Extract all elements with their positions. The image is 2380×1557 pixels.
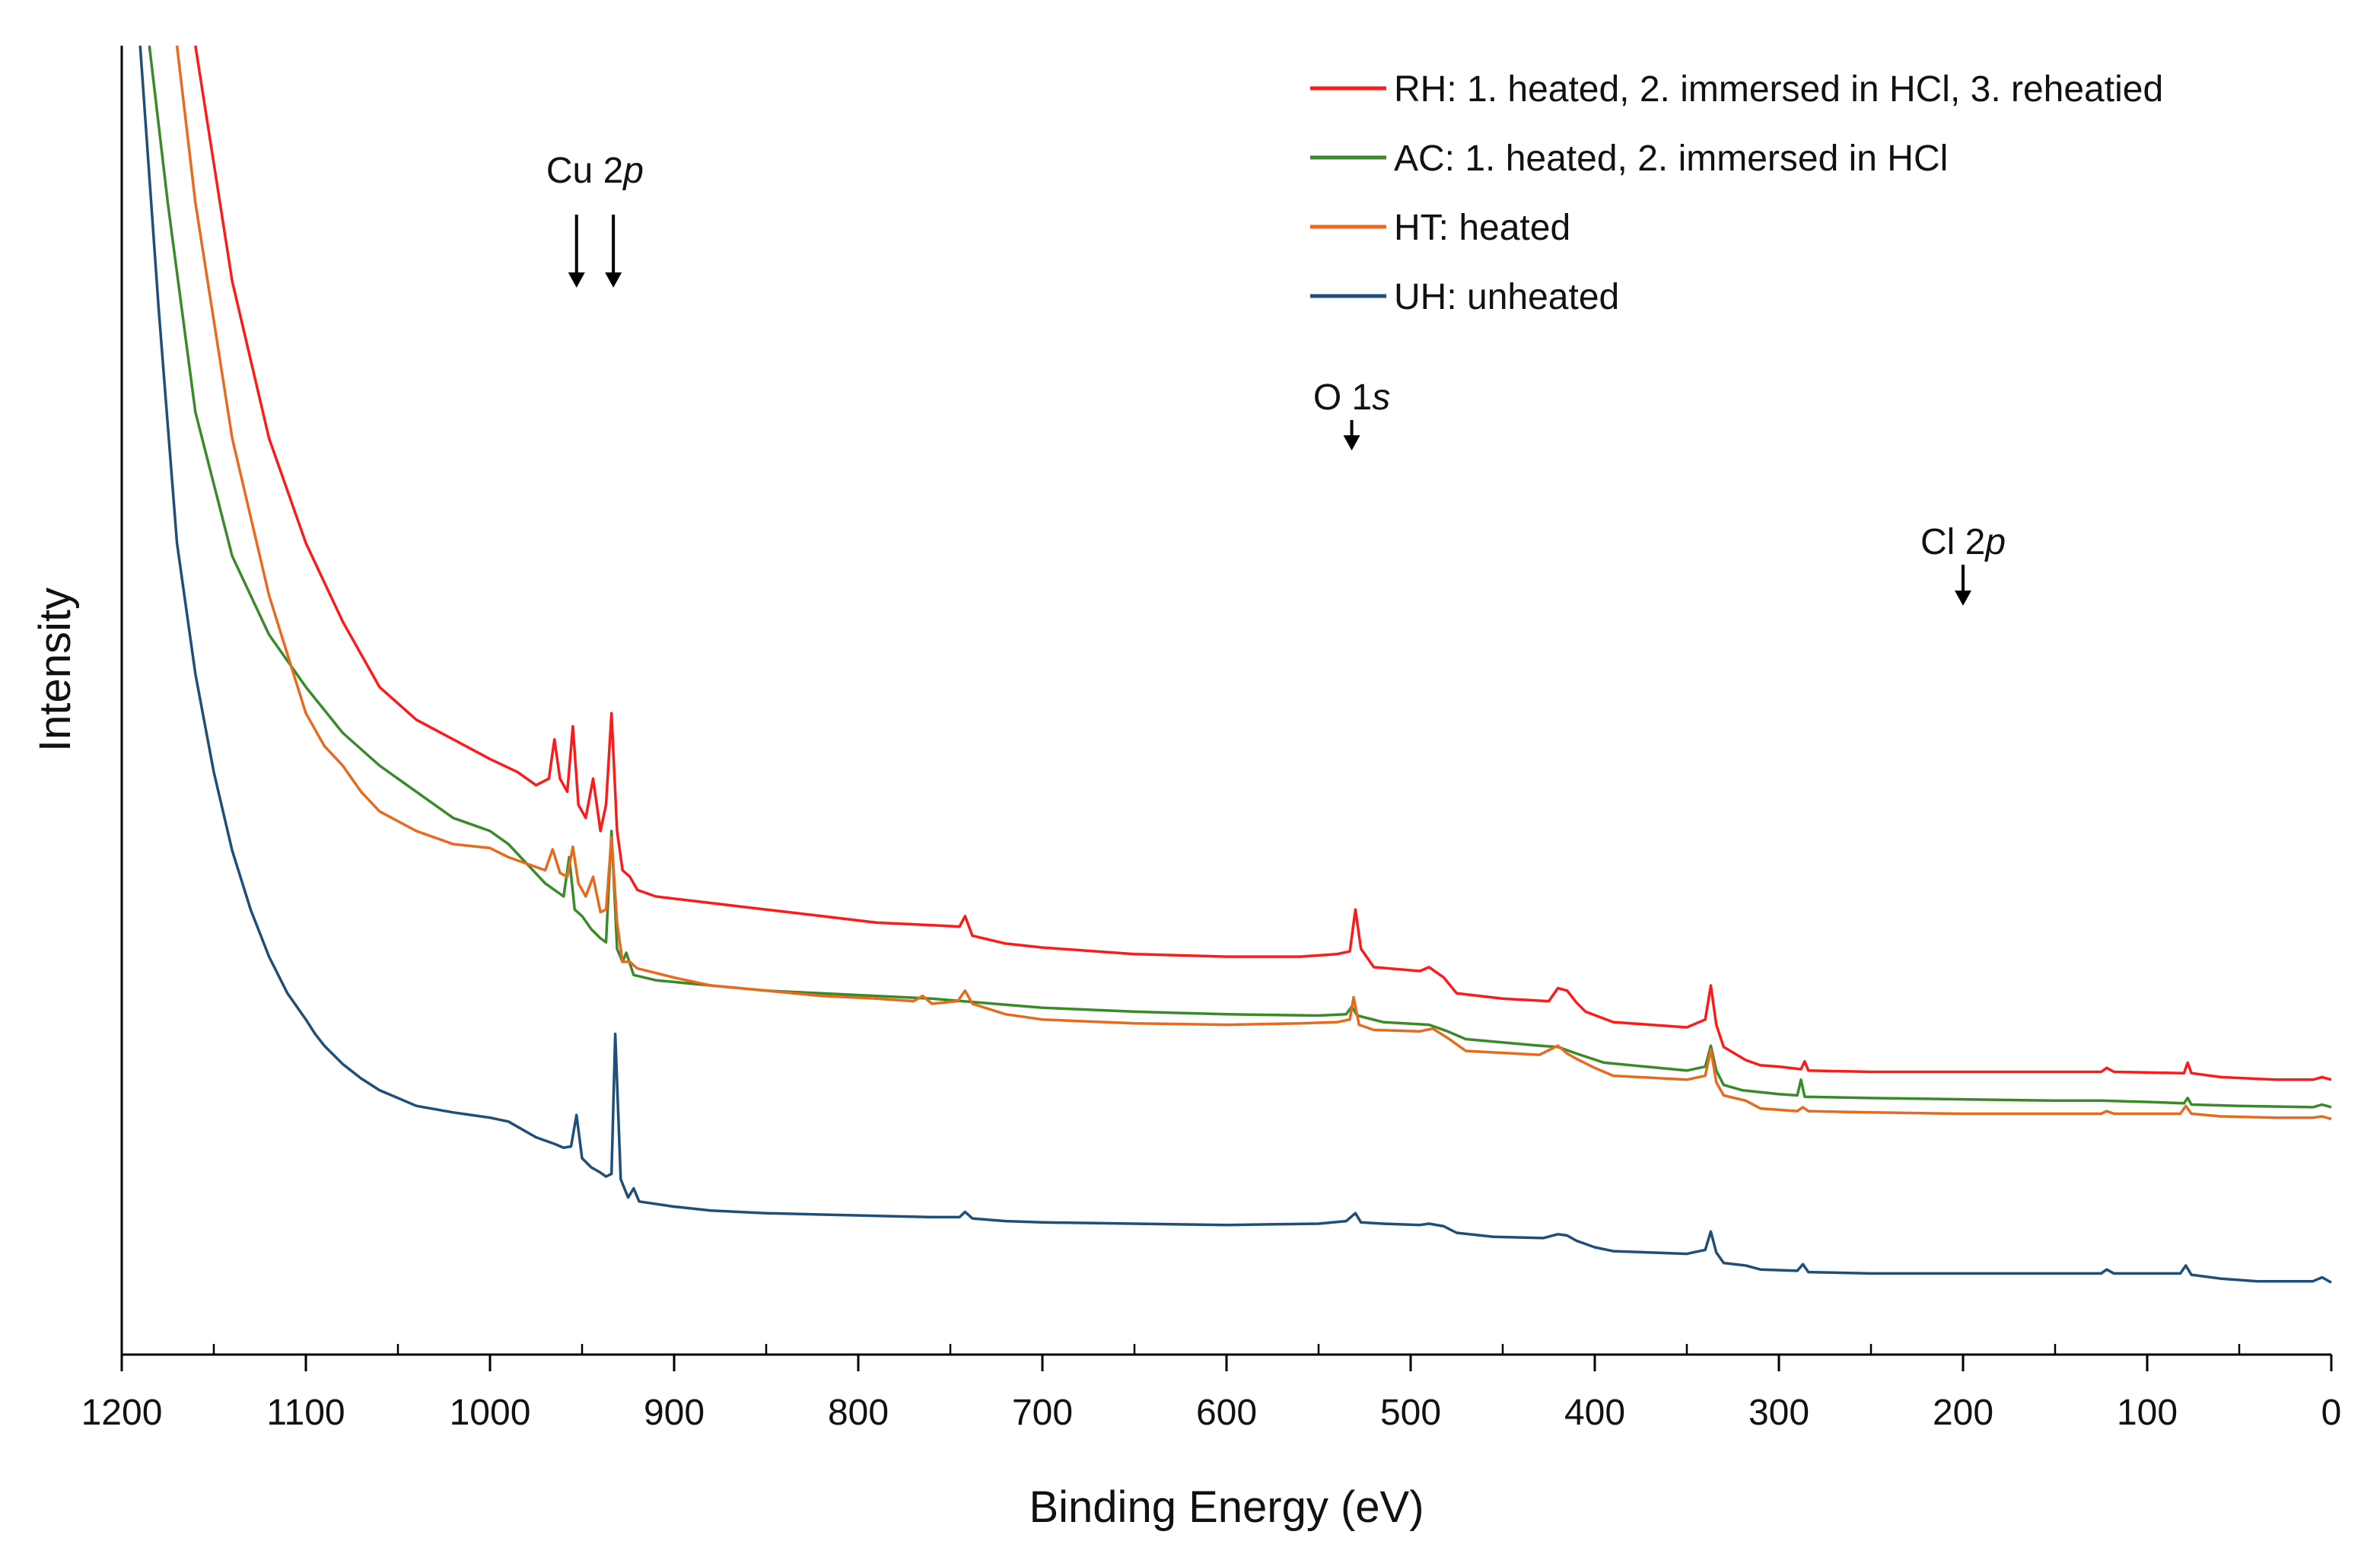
series-line-1 — [148, 45, 2332, 1109]
series-line-0 — [194, 45, 2332, 1081]
x-tick-label-10: 200 — [1933, 1393, 1993, 1433]
x-ticks: 1200 1100 1000 900 800 700 600 500 400 300 200 100 0 — [81, 1344, 2342, 1433]
x-tick-label-4: 800 — [828, 1393, 889, 1433]
x-tick-label-2: 1000 — [450, 1393, 531, 1433]
x-tick-label-12: 0 — [2321, 1393, 2342, 1433]
y-axis-title: Intensity — [30, 587, 80, 752]
axes-layer — [120, 46, 2331, 1356]
series-line-3 — [138, 45, 2332, 1284]
legend-label-1: AC: 1. heated, 2. immersed in HCl — [1394, 139, 1948, 179]
x-tick-label-3: 900 — [644, 1393, 705, 1433]
annotation-label-0: Cu 2p — [546, 151, 644, 191]
x-tick-label-6: 600 — [1196, 1393, 1257, 1433]
annotation-label-1: O 1s — [1313, 377, 1390, 418]
x-tick-label-9: 300 — [1748, 1393, 1809, 1433]
x-axis-title: Binding Energy (eV) — [1029, 1482, 1424, 1532]
annotation-arrow-head-2-0 — [1955, 591, 1971, 606]
series-layer — [138, 45, 2332, 1284]
annotation-arrow-head-1-0 — [1343, 435, 1360, 451]
x-tick-label-5: 700 — [1012, 1393, 1073, 1433]
legend-label-0: RH: 1. heated, 2. immersed in HCl, 3. re… — [1394, 69, 2163, 110]
annotation-arrow-head-0-1 — [605, 272, 622, 288]
legend-label-3: UH: unheated — [1394, 277, 1619, 317]
x-tick-label-0: 1200 — [81, 1393, 163, 1433]
x-tick-label-8: 400 — [1564, 1393, 1625, 1433]
x-tick-label-7: 500 — [1380, 1393, 1441, 1433]
x-tick-label-11: 100 — [2117, 1393, 2178, 1433]
series-line-2 — [175, 45, 2332, 1121]
annotation-label-2: Cl 2p — [1920, 522, 2006, 562]
legend-label-2: HT: heated — [1394, 208, 1570, 248]
peak-annotations: Cu 2p O 1s Cl 2p — [546, 151, 2006, 606]
annotation-arrow-head-0-0 — [568, 272, 585, 288]
legend: RH: 1. heated, 2. immersed in HCl, 3. re… — [1310, 69, 2163, 317]
x-tick-label-1: 1100 — [266, 1393, 345, 1433]
